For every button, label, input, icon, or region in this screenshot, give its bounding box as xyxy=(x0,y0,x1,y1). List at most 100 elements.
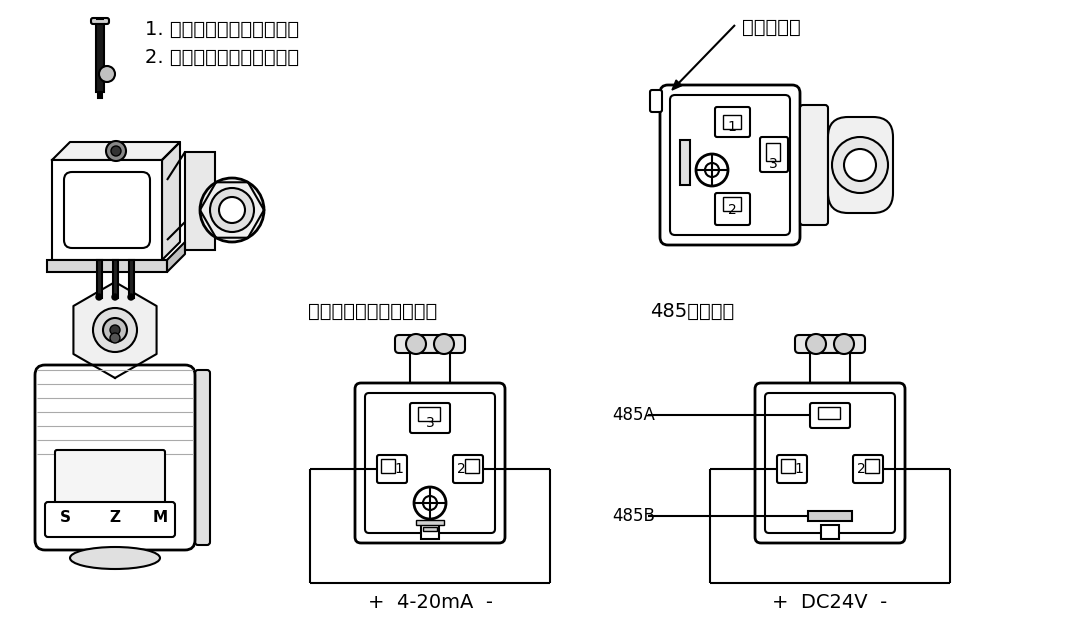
Bar xyxy=(185,152,215,250)
Circle shape xyxy=(843,149,876,181)
FancyBboxPatch shape xyxy=(410,403,450,433)
Circle shape xyxy=(414,487,446,519)
Bar xyxy=(818,407,840,419)
Text: Z: Z xyxy=(109,511,121,525)
FancyBboxPatch shape xyxy=(91,18,109,24)
Polygon shape xyxy=(73,282,157,378)
Ellipse shape xyxy=(70,547,160,569)
Text: 2: 2 xyxy=(457,462,465,476)
Bar xyxy=(410,353,450,383)
FancyBboxPatch shape xyxy=(670,95,789,235)
FancyBboxPatch shape xyxy=(765,393,895,533)
Text: 2: 2 xyxy=(856,462,865,476)
Bar xyxy=(421,525,438,539)
Bar xyxy=(423,527,437,531)
FancyBboxPatch shape xyxy=(195,370,210,545)
Circle shape xyxy=(200,178,264,242)
Bar xyxy=(381,459,395,473)
Circle shape xyxy=(93,308,137,352)
Circle shape xyxy=(406,334,426,354)
Bar xyxy=(48,260,167,272)
FancyBboxPatch shape xyxy=(395,335,465,353)
Polygon shape xyxy=(162,142,180,260)
Bar xyxy=(96,24,104,92)
FancyBboxPatch shape xyxy=(795,335,865,353)
FancyBboxPatch shape xyxy=(377,455,407,483)
Circle shape xyxy=(103,318,127,342)
Circle shape xyxy=(110,333,120,343)
Text: 3: 3 xyxy=(769,157,778,171)
FancyBboxPatch shape xyxy=(355,383,505,543)
FancyBboxPatch shape xyxy=(760,137,788,172)
Bar xyxy=(465,459,480,473)
Text: 1: 1 xyxy=(795,462,804,476)
FancyBboxPatch shape xyxy=(365,393,495,533)
Circle shape xyxy=(705,163,719,177)
Circle shape xyxy=(129,294,134,300)
Bar xyxy=(865,459,879,473)
Bar xyxy=(52,160,162,260)
Text: 2. 撬开插头，按照图示接线: 2. 撬开插头，按照图示接线 xyxy=(145,48,299,67)
FancyBboxPatch shape xyxy=(810,403,850,428)
Circle shape xyxy=(834,334,854,354)
FancyBboxPatch shape xyxy=(660,85,800,245)
Text: S: S xyxy=(59,511,70,525)
Text: 3: 3 xyxy=(426,416,434,430)
FancyBboxPatch shape xyxy=(828,117,893,213)
Bar xyxy=(129,260,134,298)
FancyBboxPatch shape xyxy=(777,455,807,483)
Polygon shape xyxy=(828,120,890,210)
Bar xyxy=(416,520,444,525)
Text: 两线制变送输出型接线：: 两线制变送输出型接线： xyxy=(308,302,437,321)
Circle shape xyxy=(106,141,126,161)
Bar xyxy=(810,353,850,383)
Circle shape xyxy=(219,197,245,223)
Text: +  DC24V  -: + DC24V - xyxy=(772,593,888,612)
Circle shape xyxy=(110,325,120,335)
Text: 1: 1 xyxy=(394,462,404,476)
FancyBboxPatch shape xyxy=(650,90,662,112)
Bar xyxy=(418,407,440,421)
Circle shape xyxy=(696,154,728,186)
Text: M: M xyxy=(152,511,167,525)
FancyBboxPatch shape xyxy=(715,193,750,225)
Circle shape xyxy=(210,188,254,232)
Text: 2: 2 xyxy=(728,203,737,217)
Bar xyxy=(98,92,102,98)
Circle shape xyxy=(434,334,454,354)
Text: +  4-20mA  -: + 4-20mA - xyxy=(367,593,492,612)
Circle shape xyxy=(111,146,121,156)
Bar xyxy=(112,260,118,298)
FancyBboxPatch shape xyxy=(45,502,175,537)
Polygon shape xyxy=(672,80,681,90)
FancyBboxPatch shape xyxy=(800,105,828,225)
Circle shape xyxy=(112,294,118,300)
Circle shape xyxy=(96,294,102,300)
Bar xyxy=(808,511,852,521)
Circle shape xyxy=(806,334,826,354)
FancyBboxPatch shape xyxy=(35,365,195,550)
FancyBboxPatch shape xyxy=(64,172,150,248)
Bar xyxy=(781,459,795,473)
Circle shape xyxy=(99,66,114,82)
Circle shape xyxy=(423,496,437,510)
Bar xyxy=(766,143,780,161)
Circle shape xyxy=(832,137,888,193)
FancyBboxPatch shape xyxy=(755,383,905,543)
Text: 485B: 485B xyxy=(612,507,654,525)
Bar xyxy=(723,197,741,211)
FancyBboxPatch shape xyxy=(453,455,483,483)
Bar xyxy=(723,115,741,129)
Text: 485型接线：: 485型接线： xyxy=(650,302,734,321)
Bar xyxy=(821,525,839,539)
FancyBboxPatch shape xyxy=(853,455,883,483)
Text: 485A: 485A xyxy=(612,406,654,424)
Text: 从此处撬开: 从此处撬开 xyxy=(742,18,800,37)
Text: 1: 1 xyxy=(728,120,737,134)
Text: 1. 拧下螺丝，向上拔出插头: 1. 拧下螺丝，向上拔出插头 xyxy=(145,20,299,39)
FancyBboxPatch shape xyxy=(715,107,750,137)
Polygon shape xyxy=(167,242,185,272)
Bar xyxy=(680,140,690,185)
Bar xyxy=(96,260,102,298)
FancyBboxPatch shape xyxy=(55,450,165,515)
